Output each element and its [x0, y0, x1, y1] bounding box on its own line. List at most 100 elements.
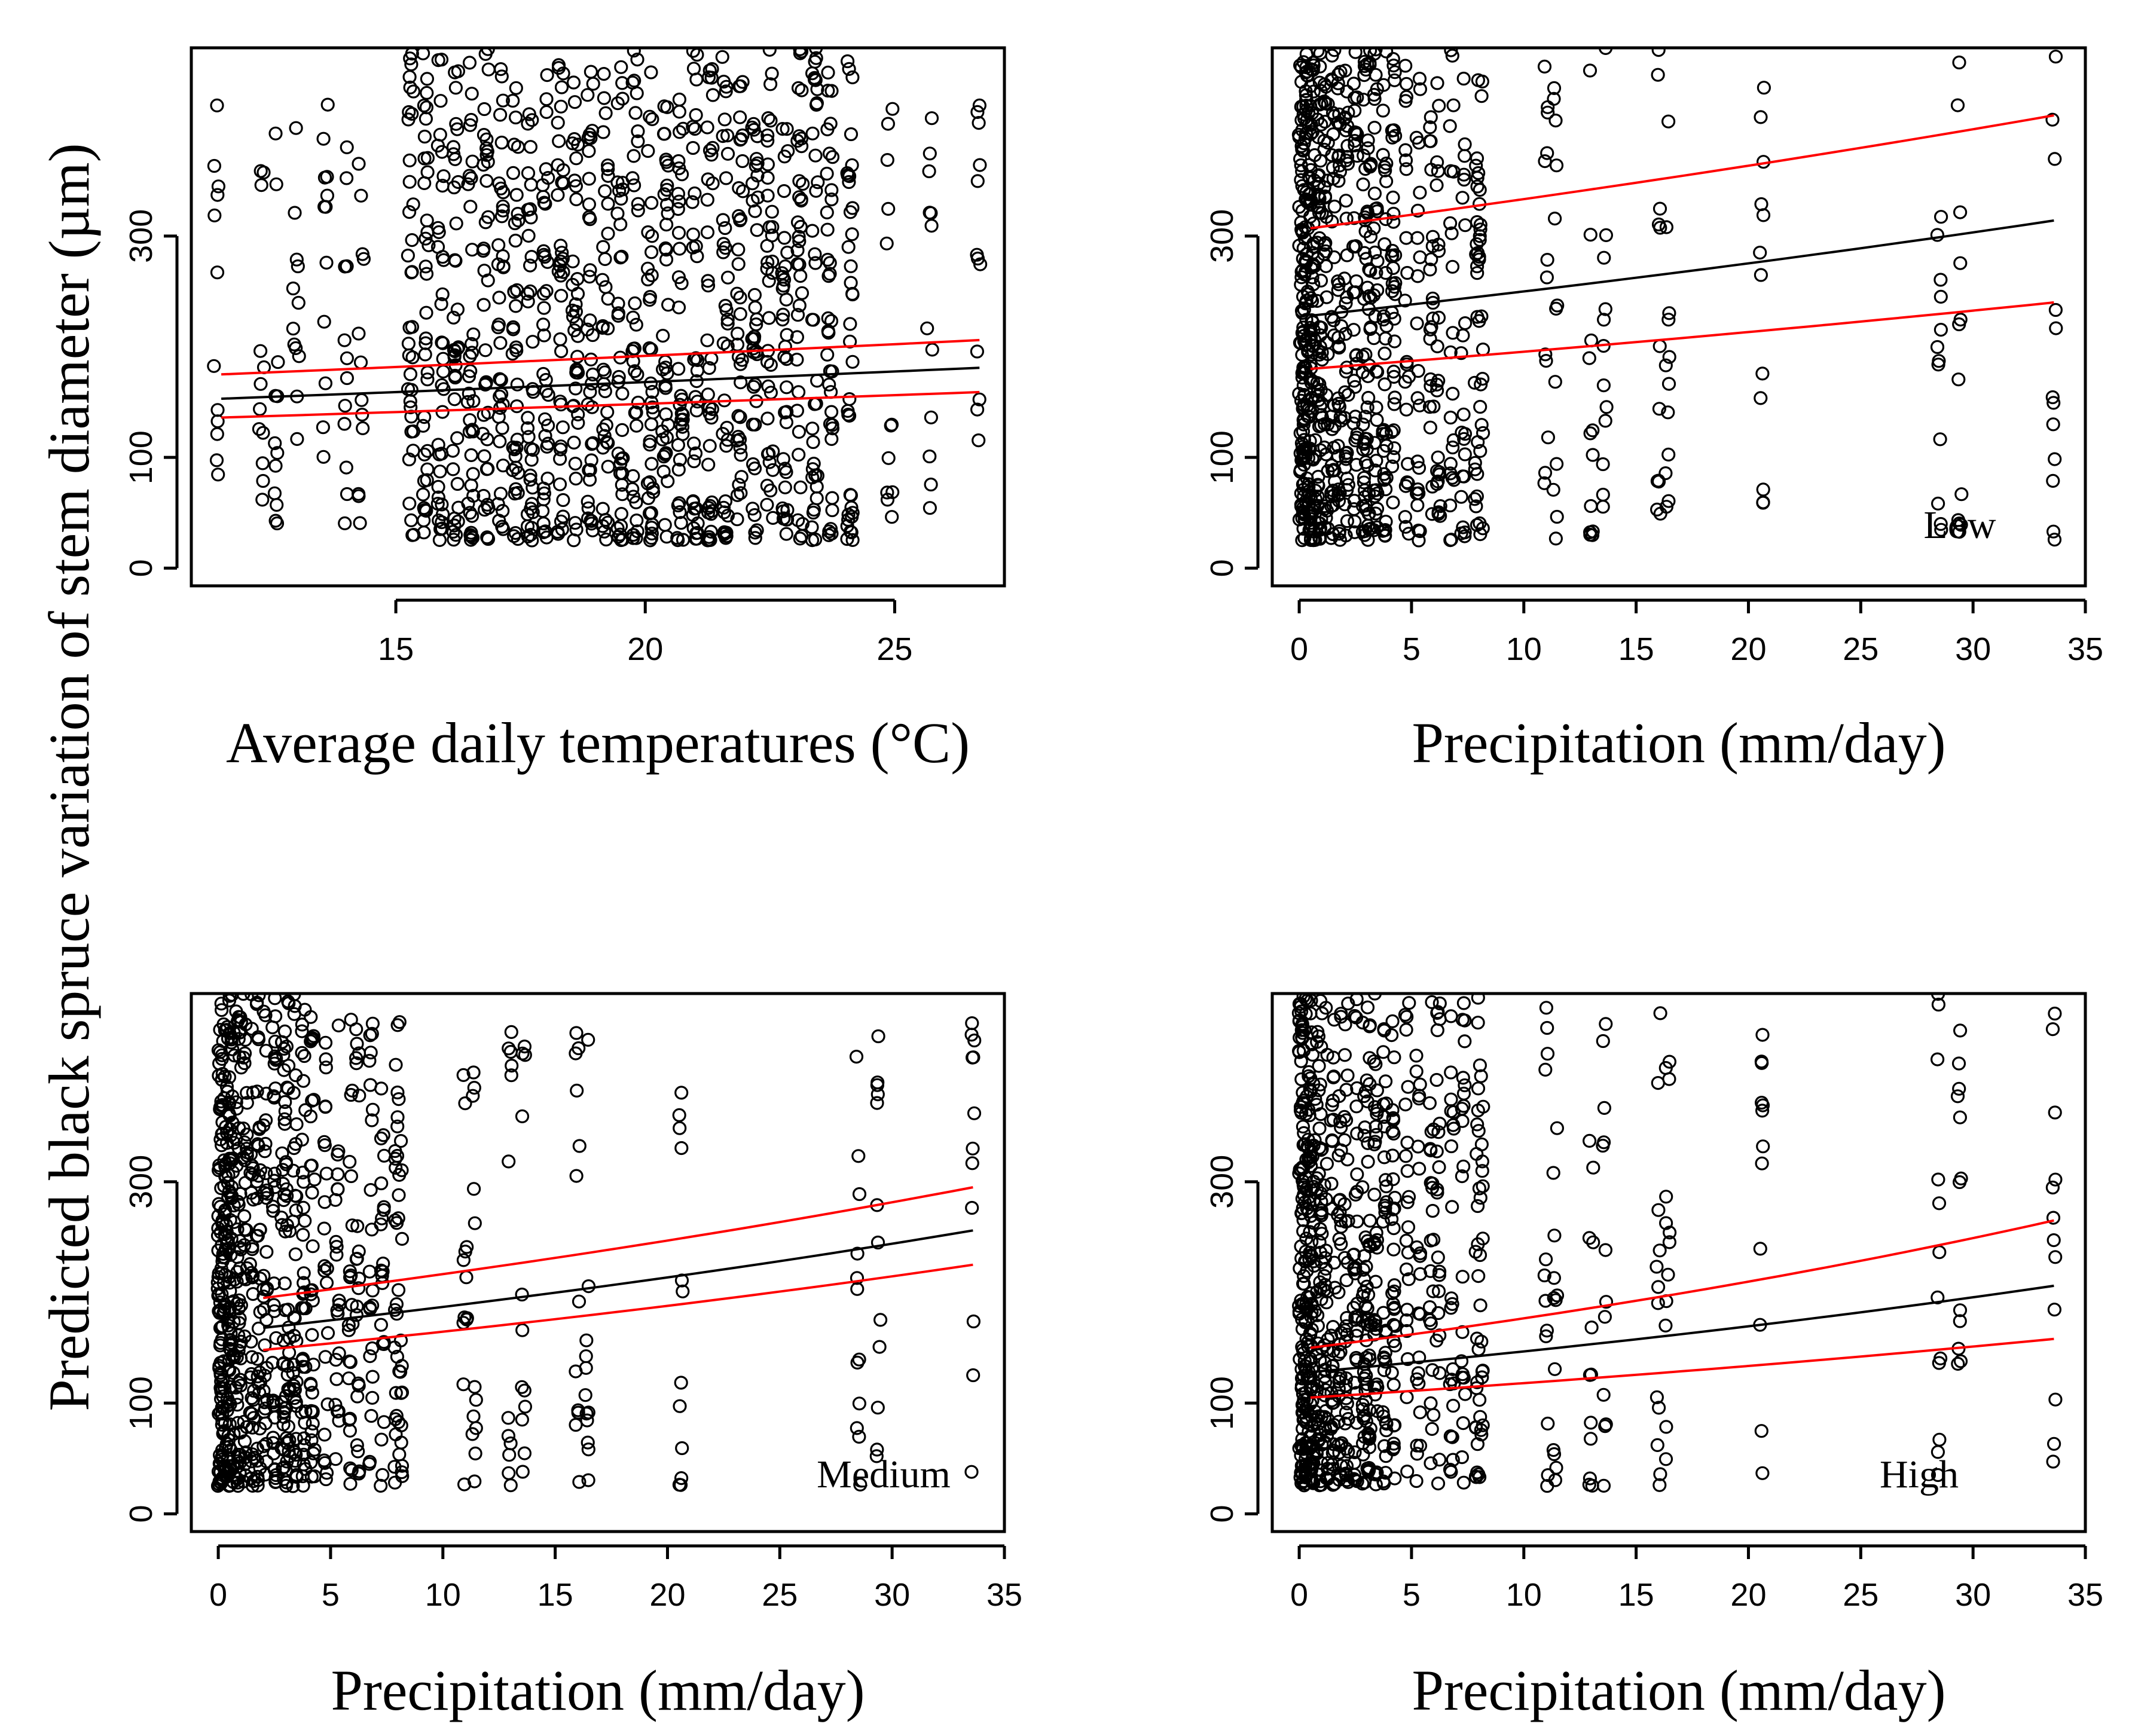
data-point: [448, 253, 463, 268]
data-point: [345, 1218, 359, 1233]
data-point: [720, 508, 735, 523]
data-point: [317, 1264, 332, 1278]
data-point: [1468, 375, 1482, 390]
data-point: [671, 300, 686, 314]
data-point: [537, 328, 551, 343]
data-point: [389, 1297, 404, 1312]
data-point: [1410, 316, 1424, 331]
data-point: [676, 412, 690, 427]
data-point: [420, 213, 434, 228]
data-point: [479, 174, 494, 188]
x-tick-label: 0: [209, 1577, 227, 1613]
data-point: [1297, 1277, 1311, 1291]
data-point: [1540, 1047, 1555, 1061]
data-point: [1446, 1398, 1461, 1413]
data-point: [421, 238, 436, 252]
data-point: [674, 1376, 688, 1390]
data-point: [1356, 177, 1370, 192]
data-point: [389, 1160, 403, 1175]
data-point: [256, 426, 270, 440]
data-point: [234, 1298, 248, 1312]
data-point: [1541, 1416, 1555, 1431]
data-point: [404, 265, 419, 280]
data-point: [218, 1069, 232, 1084]
data-point: [733, 357, 748, 371]
data-point: [1599, 1017, 1613, 1031]
data-point: [395, 1459, 410, 1473]
data-point: [329, 1353, 343, 1367]
data-point: [253, 344, 268, 358]
data-point: [225, 1180, 239, 1194]
data-point: [295, 1046, 309, 1060]
data-point: [447, 350, 462, 364]
data-point: [416, 418, 430, 433]
data-point: [1456, 407, 1471, 421]
data-point: [1424, 1264, 1438, 1278]
x-axis-title: Average daily temperatures (°C): [226, 711, 970, 775]
data-point: [1661, 1267, 1675, 1282]
data-point: [1754, 197, 1768, 212]
data-point: [1369, 1275, 1383, 1289]
data-point: [584, 131, 598, 145]
data-point: [686, 48, 700, 58]
data-point: [1410, 1447, 1424, 1461]
data-point: [1599, 400, 1614, 414]
data-point: [825, 491, 839, 505]
data-point: [296, 1074, 310, 1088]
data-point: [1302, 1065, 1316, 1080]
data-point: [610, 206, 625, 221]
data-point: [392, 1015, 407, 1029]
data-point: [401, 248, 416, 263]
data-point: [1311, 48, 1325, 58]
data-point: [1318, 1404, 1333, 1418]
x-tick-label: 25: [876, 631, 912, 667]
data-point: [1431, 237, 1446, 252]
data-point: [1474, 89, 1489, 103]
data-point: [1659, 220, 1673, 234]
data-point: [1546, 1166, 1560, 1180]
data-point: [504, 1068, 518, 1083]
data-point: [491, 238, 506, 252]
data-point: [1355, 1015, 1370, 1030]
data-point: [521, 203, 535, 217]
data-point: [1349, 1353, 1364, 1367]
data-point: [352, 157, 366, 171]
data-point: [319, 1472, 333, 1487]
data-point: [1368, 309, 1382, 323]
data-point: [417, 447, 432, 461]
data-point: [395, 1385, 410, 1399]
data-point: [808, 247, 822, 261]
data-point: [1370, 412, 1384, 427]
data-point: [420, 372, 435, 387]
data-point: [304, 1010, 318, 1024]
data-point: [496, 199, 510, 213]
data-point: [291, 295, 306, 310]
data-point: [646, 485, 661, 499]
data-point: [581, 88, 595, 102]
data-point: [1755, 1466, 1770, 1480]
data-point: [631, 134, 645, 148]
data-point: [1361, 390, 1376, 405]
data-point: [601, 162, 615, 176]
data-point: [1456, 1086, 1471, 1101]
data-point: [1931, 1052, 1945, 1066]
data-point: [1537, 1268, 1551, 1283]
data-point: [566, 254, 580, 268]
data-point: [265, 1020, 280, 1035]
data-point: [1424, 1124, 1438, 1139]
data-point: [595, 273, 610, 287]
data-point: [1398, 1097, 1413, 1112]
data-point: [1350, 1214, 1364, 1228]
data-point: [1473, 229, 1487, 243]
data-point: [581, 1279, 596, 1294]
data-point: [304, 1404, 319, 1418]
data-point: [761, 111, 775, 126]
data-point: [1340, 157, 1355, 171]
data-point: [795, 286, 810, 300]
data-point: [508, 233, 523, 248]
data-point: [777, 149, 792, 164]
data-point: [268, 436, 282, 451]
data-point: [733, 307, 747, 321]
data-point: [672, 92, 687, 107]
data-point: [479, 462, 494, 476]
